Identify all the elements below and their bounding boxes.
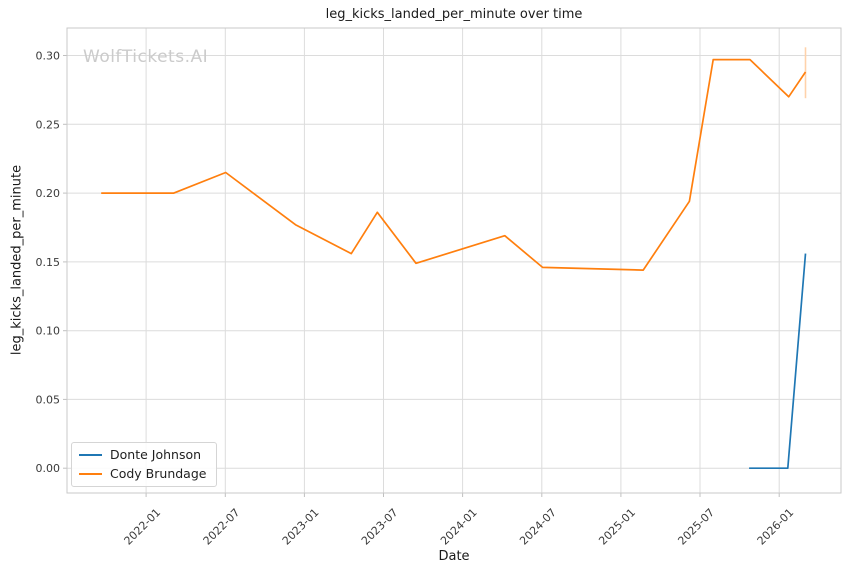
legend-item-cody-brundage: Cody Brundage xyxy=(79,466,206,481)
legend-label: Cody Brundage xyxy=(110,466,207,481)
y-axis-label: leg_kicks_landed_per_minute xyxy=(9,164,25,356)
x-axis-label: Date xyxy=(438,549,470,564)
x-tick-label: 2025-01 xyxy=(596,506,638,548)
legend-label: Donte Johnson xyxy=(110,447,202,462)
y-tick-label: 0.05 xyxy=(36,393,61,406)
watermark: WolfTickets.AI xyxy=(83,47,209,67)
legend-line-swatch-orange xyxy=(79,472,102,475)
x-tick-label: 2024-01 xyxy=(438,506,480,548)
series-line-cody-brundage xyxy=(101,58,807,271)
y-tick-label: 0.10 xyxy=(36,325,61,338)
x-tick-label: 2023-01 xyxy=(280,506,322,548)
x-tick-label: 2023-07 xyxy=(359,506,401,548)
y-tick-label: 0.25 xyxy=(36,118,61,131)
plot-border xyxy=(66,27,842,494)
y-tick-label: 0.00 xyxy=(36,462,61,475)
legend: Donte Johnson Cody Brundage xyxy=(71,442,218,487)
chart-title: leg_kicks_landed_per_minute over time xyxy=(325,7,583,22)
x-tick-label: 2025-07 xyxy=(675,506,717,548)
x-tick-label: 2022-07 xyxy=(201,506,243,548)
x-tick-label: 2026-01 xyxy=(755,506,797,548)
series-line-donte-johnson xyxy=(749,253,807,470)
x-tick-label: 2024-07 xyxy=(517,506,559,548)
y-tick-label: 0.15 xyxy=(36,256,61,269)
y-tick-label: 0.30 xyxy=(36,50,61,63)
x-tick-label: 2022-01 xyxy=(122,506,164,548)
y-tick-label: 0.20 xyxy=(36,187,61,200)
legend-item-donte-johnson: Donte Johnson xyxy=(79,447,206,462)
legend-line-swatch-blue xyxy=(79,453,102,456)
